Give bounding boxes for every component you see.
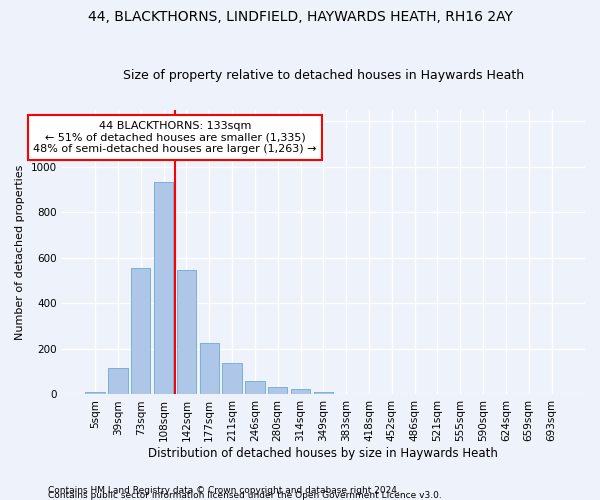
Text: Contains public sector information licensed under the Open Government Licence v3: Contains public sector information licen… — [48, 491, 442, 500]
Bar — [154, 182, 173, 394]
Bar — [245, 382, 265, 394]
Bar — [314, 392, 333, 394]
Bar — [223, 362, 242, 394]
Title: Size of property relative to detached houses in Haywards Heath: Size of property relative to detached ho… — [123, 69, 524, 82]
Bar — [108, 368, 128, 394]
Text: 44 BLACKTHORNS: 133sqm
← 51% of detached houses are smaller (1,335)
48% of semi-: 44 BLACKTHORNS: 133sqm ← 51% of detached… — [33, 121, 317, 154]
X-axis label: Distribution of detached houses by size in Haywards Heath: Distribution of detached houses by size … — [148, 447, 498, 460]
Bar — [268, 387, 287, 394]
Text: 44, BLACKTHORNS, LINDFIELD, HAYWARDS HEATH, RH16 2AY: 44, BLACKTHORNS, LINDFIELD, HAYWARDS HEA… — [88, 10, 512, 24]
Y-axis label: Number of detached properties: Number of detached properties — [15, 164, 25, 340]
Bar — [291, 390, 310, 394]
Bar — [131, 268, 151, 394]
Bar — [200, 343, 219, 394]
Bar — [85, 392, 105, 394]
Text: Contains HM Land Registry data © Crown copyright and database right 2024.: Contains HM Land Registry data © Crown c… — [48, 486, 400, 495]
Bar — [177, 270, 196, 394]
